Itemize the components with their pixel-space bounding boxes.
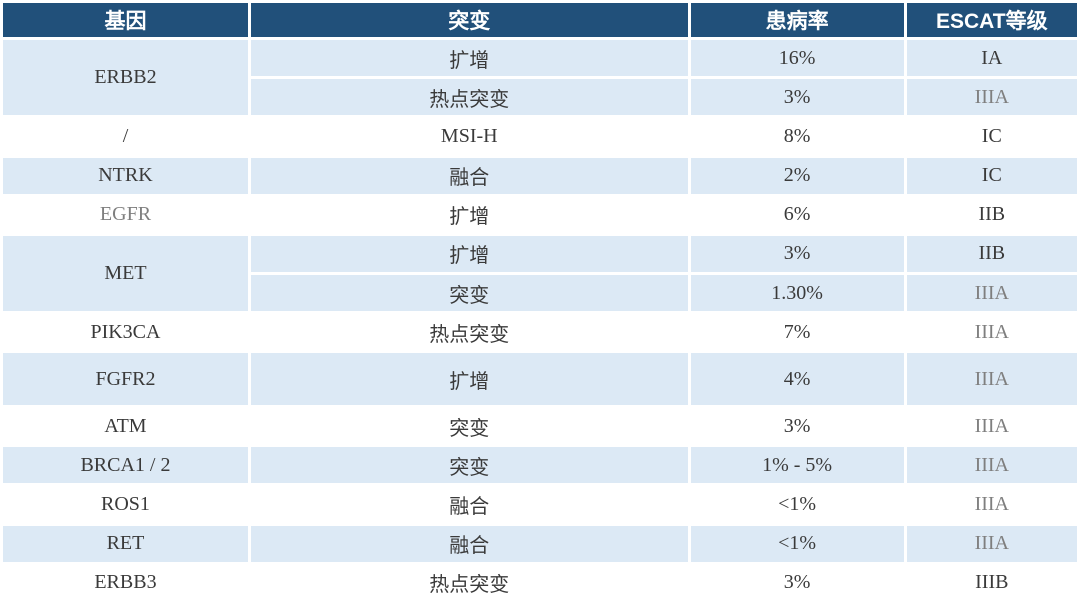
- mutation-cell: 热点突变: [250, 314, 688, 351]
- col-header-prevalence: 患病率: [690, 3, 904, 37]
- table-row: EGFR 扩增 6% IIB: [3, 196, 1077, 233]
- table-row: ATM 突变 3% IIIA: [3, 408, 1077, 445]
- mutation-cell: 扩增: [250, 235, 688, 273]
- table-row: ERBB2 扩增 16% IA: [3, 40, 1077, 116]
- header-row: 基因 突变 患病率 ESCAT等级: [3, 3, 1077, 37]
- escat-cell: IIIA: [906, 525, 1077, 562]
- prevalence-cell: <1%: [690, 525, 904, 562]
- escat-cell: IIIA: [906, 408, 1077, 445]
- col-header-escat: ESCAT等级: [906, 3, 1077, 37]
- escat-cell: IIIA: [906, 486, 1077, 523]
- escat-cell: IIIA: [906, 275, 1077, 312]
- gene-cell: ATM: [3, 408, 248, 445]
- escat-cell: IC: [906, 157, 1077, 194]
- table-row: RET 融合 <1% IIIA: [3, 525, 1077, 562]
- mutation-cell: 热点突变: [250, 79, 688, 116]
- prevalence-cell: 4%: [690, 353, 904, 406]
- prevalence-cell: 3%: [690, 408, 904, 445]
- col-header-gene: 基因: [3, 3, 248, 37]
- prevalence-cell: <1%: [690, 486, 904, 523]
- gene-cell: ERBB3: [3, 564, 248, 601]
- prevalence-cell: 2%: [690, 157, 904, 194]
- mutation-cell: 融合: [250, 486, 688, 523]
- prevalence-cell: 1.30%: [690, 275, 904, 312]
- table-row: ROS1 融合 <1% IIIA: [3, 486, 1077, 523]
- mutation-cell: 融合: [250, 157, 688, 194]
- escat-cell: IC: [906, 118, 1077, 155]
- table-row: BRCA1 / 2 突变 1% - 5% IIIA: [3, 447, 1077, 484]
- gene-cell: FGFR2: [3, 353, 248, 406]
- mutation-cell: 突变: [250, 275, 688, 312]
- prevalence-cell: 7%: [690, 314, 904, 351]
- escat-cell: IIIA: [906, 447, 1077, 484]
- mutation-cell: 融合: [250, 525, 688, 562]
- gene-cell: ROS1: [3, 486, 248, 523]
- prevalence-cell: 3%: [690, 564, 904, 601]
- gene-cell: EGFR: [3, 196, 248, 233]
- table-row: ERBB3 热点突变 3% IIIB: [3, 564, 1077, 601]
- table-row: 突变 1.30% IIIA: [3, 275, 1077, 312]
- prevalence-cell: 3%: [690, 235, 904, 273]
- table-row: MET 扩增 3% IIB: [3, 235, 1077, 312]
- mutation-cell: 扩增: [250, 196, 688, 233]
- prevalence-cell: 3%: [690, 79, 904, 116]
- prevalence-cell: 1% - 5%: [690, 447, 904, 484]
- prevalence-cell: 16%: [690, 40, 904, 77]
- gene-cell: /: [3, 118, 248, 155]
- table-row: PIK3CA 热点突变 7% IIIA: [3, 314, 1077, 351]
- mutation-cell: 扩增: [250, 40, 688, 77]
- prevalence-cell: 8%: [690, 118, 904, 155]
- escat-cell: IIIA: [906, 353, 1077, 406]
- mutation-cell: 热点突变: [250, 564, 688, 601]
- table-row: FGFR2 扩增 4% IIIA: [3, 353, 1077, 406]
- table-row: / MSI-H 8% IC: [3, 118, 1077, 155]
- mutation-cell: MSI-H: [250, 118, 688, 155]
- gene-cell: RET: [3, 525, 248, 562]
- table-row: 热点突变 3% IIIA: [3, 79, 1077, 116]
- escat-cell: IIIA: [906, 314, 1077, 351]
- table-row: NTRK 融合 2% IC: [3, 157, 1077, 194]
- gene-cell: PIK3CA: [3, 314, 248, 351]
- mutation-cell: 突变: [250, 408, 688, 445]
- gene-cell: ERBB2: [3, 40, 248, 116]
- mutation-cell: 扩增: [250, 353, 688, 406]
- col-header-mutation: 突变: [250, 3, 688, 37]
- escat-cell: IIIA: [906, 79, 1077, 116]
- prevalence-cell: 6%: [690, 196, 904, 233]
- gene-cell: MET: [3, 235, 248, 312]
- escat-cell: IIB: [906, 235, 1077, 273]
- mutation-cell: 突变: [250, 447, 688, 484]
- escat-cell: IA: [906, 40, 1077, 77]
- gene-cell: NTRK: [3, 157, 248, 194]
- escat-cell: IIB: [906, 196, 1077, 233]
- gene-cell: BRCA1 / 2: [3, 447, 248, 484]
- escat-cell: IIIB: [906, 564, 1077, 601]
